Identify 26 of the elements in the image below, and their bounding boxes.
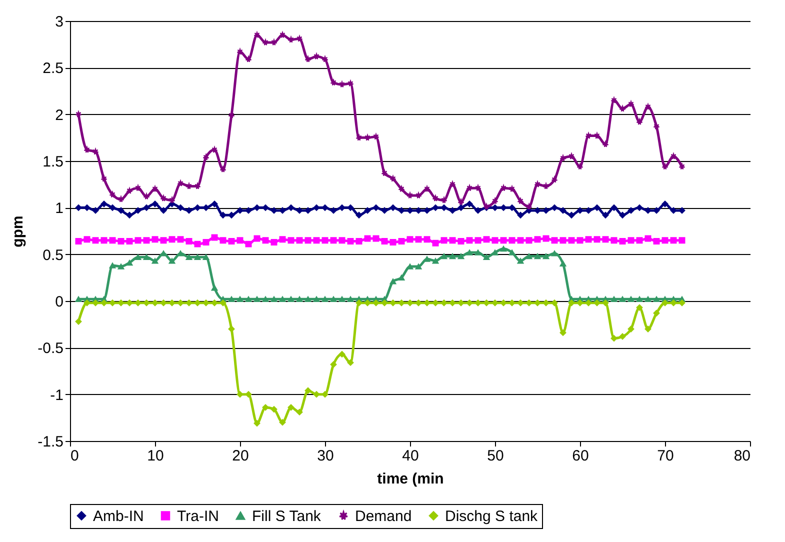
y-tick-label: -1 — [50, 386, 64, 404]
x-tick-label: 10 — [147, 448, 164, 464]
y-axis-title: gpm — [10, 216, 27, 248]
x-tick-label: 70 — [657, 448, 674, 464]
x-axis-title: time (min — [377, 470, 444, 488]
legend-label: Demand — [355, 508, 412, 525]
legend-label: Amb-IN — [93, 508, 144, 525]
x-tick-label: 80 — [734, 448, 750, 464]
x-tick-label: 20 — [232, 448, 249, 464]
x-tick-label: 60 — [572, 448, 589, 464]
legend-label: Tra-IN — [177, 508, 219, 525]
y-tick-label: 1 — [55, 200, 64, 218]
y-tick-label: 0.5 — [42, 246, 64, 264]
legend-label: Dischg S tank — [445, 508, 538, 525]
legend-label: Fill S Tank — [252, 508, 322, 525]
y-tick-label: 1.5 — [42, 154, 64, 170]
y-tick-label: 2 — [55, 106, 64, 124]
y-tick-label: -0.5 — [38, 340, 64, 358]
x-tick-label: 50 — [487, 448, 504, 464]
x-tick-label: 40 — [402, 448, 419, 464]
y-tick-label: 3 — [55, 14, 64, 30]
y-tick-label: 0 — [55, 294, 64, 310]
x-tick-label: 0 — [70, 448, 79, 464]
y-tick-label: -1.5 — [38, 434, 64, 450]
x-tick-label: 30 — [317, 448, 334, 464]
y-tick-label: 2.5 — [42, 60, 64, 78]
